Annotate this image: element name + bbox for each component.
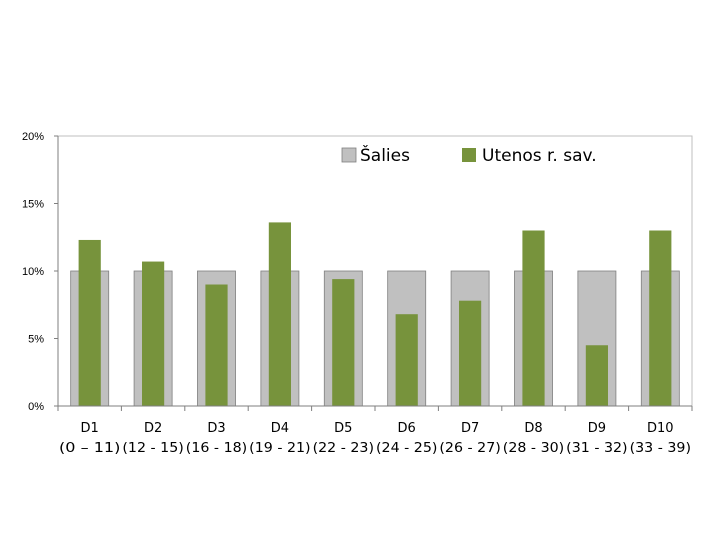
bar-utenos-d7 (459, 300, 482, 406)
bar-utenos-d5 (332, 279, 355, 406)
x-category-label: D9 (588, 421, 606, 436)
y-tick-label: 0% (28, 401, 44, 413)
series-utenos-bars (78, 222, 672, 406)
x-category-range: (12 - 15) (122, 441, 183, 456)
x-category-label: D4 (271, 421, 289, 436)
bar-utenos-d2 (142, 261, 165, 406)
bar-utenos-d8 (522, 230, 545, 406)
legend-label-salies: Šalies (360, 144, 410, 166)
bar-utenos-d4 (268, 222, 291, 406)
legend: Šalies Utenos r. sav. (341, 144, 597, 166)
x-category-range: (24 - 25) (376, 441, 437, 456)
x-category-range: (33 - 39) (630, 441, 691, 456)
x-axis-labels: D1 (0 – 11) D2 (12 - 15) D3 (16 - 18) D4 (19 - … (59, 421, 691, 456)
x-category-range: (22 - 23) (313, 441, 374, 456)
x-category-range: (31 - 32) (566, 441, 627, 456)
legend-label-utenos: Utenos r. sav. (482, 146, 597, 166)
x-axis-ticks (57, 406, 693, 411)
bar-utenos-d10 (649, 230, 672, 406)
x-category-range: (26 - 27) (439, 441, 500, 456)
x-category-label: D10 (647, 421, 674, 436)
x-category-range: (16 - 18) (186, 441, 247, 456)
bar-utenos-d6 (395, 314, 418, 406)
x-category-range: (28 - 30) (503, 441, 564, 456)
x-category-label: D8 (524, 421, 542, 436)
bar-utenos-d1 (78, 239, 101, 406)
x-category-label: D2 (144, 421, 162, 436)
y-tick-label: 5% (28, 334, 44, 346)
x-category-range: (0 – 11) (59, 441, 120, 456)
x-category-label: D1 (81, 421, 99, 436)
x-category-label: D6 (398, 421, 416, 436)
y-tick-label: 10% (22, 266, 44, 278)
y-axis-ticks: 0% 5% 10% 15% 20% (22, 131, 58, 413)
legend-swatch-salies (341, 147, 357, 163)
y-tick-label: 15% (22, 199, 44, 211)
x-category-label: D5 (334, 421, 352, 436)
bar-utenos-d3 (205, 284, 228, 406)
bar-utenos-d9 (585, 345, 608, 406)
x-category-label: D7 (461, 421, 479, 436)
y-tick-label: 20% (22, 131, 44, 143)
x-category-range: (19 - 21) (249, 441, 310, 456)
legend-swatch-utenos (462, 148, 476, 162)
x-category-label: D3 (207, 421, 225, 436)
